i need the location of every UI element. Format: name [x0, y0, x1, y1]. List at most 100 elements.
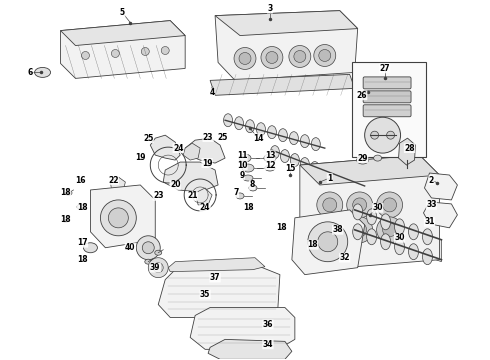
Circle shape: [108, 208, 128, 228]
Polygon shape: [355, 210, 441, 262]
Ellipse shape: [256, 123, 266, 136]
Ellipse shape: [330, 170, 339, 183]
Text: 37: 37: [210, 273, 220, 282]
Text: 18: 18: [60, 215, 71, 224]
Polygon shape: [208, 339, 292, 359]
Ellipse shape: [290, 132, 298, 145]
Text: 5: 5: [120, 8, 125, 17]
Text: 30: 30: [394, 233, 405, 242]
Polygon shape: [215, 11, 358, 80]
Polygon shape: [190, 307, 295, 349]
Ellipse shape: [265, 165, 275, 171]
Text: 18: 18: [276, 223, 287, 232]
Text: 3: 3: [268, 4, 272, 13]
Text: 17: 17: [77, 238, 88, 247]
Polygon shape: [215, 11, 358, 36]
Text: 32: 32: [340, 253, 350, 262]
Ellipse shape: [65, 190, 72, 195]
Circle shape: [234, 48, 256, 69]
Text: 36: 36: [263, 320, 273, 329]
Ellipse shape: [236, 193, 244, 199]
FancyBboxPatch shape: [363, 91, 411, 103]
Ellipse shape: [270, 146, 279, 159]
Polygon shape: [158, 265, 280, 318]
Circle shape: [111, 50, 120, 58]
Circle shape: [100, 200, 136, 236]
Text: 20: 20: [170, 180, 180, 189]
Ellipse shape: [300, 135, 309, 148]
Ellipse shape: [245, 120, 254, 133]
Polygon shape: [163, 162, 218, 192]
Circle shape: [141, 48, 149, 55]
Polygon shape: [292, 210, 365, 275]
Circle shape: [353, 223, 367, 237]
Text: 7: 7: [233, 188, 239, 197]
Ellipse shape: [155, 250, 162, 255]
Polygon shape: [61, 21, 185, 45]
Ellipse shape: [278, 129, 287, 141]
Text: 35: 35: [200, 290, 210, 299]
Polygon shape: [210, 75, 355, 95]
Polygon shape: [300, 155, 440, 270]
Ellipse shape: [409, 224, 418, 240]
Ellipse shape: [268, 126, 276, 139]
Ellipse shape: [280, 150, 290, 163]
Ellipse shape: [264, 154, 276, 162]
Text: 33: 33: [426, 201, 437, 210]
Circle shape: [383, 198, 396, 212]
Polygon shape: [300, 155, 440, 185]
Ellipse shape: [239, 154, 251, 162]
Ellipse shape: [223, 114, 233, 127]
Ellipse shape: [291, 154, 299, 167]
Circle shape: [142, 242, 154, 254]
Text: 19: 19: [135, 153, 146, 162]
Ellipse shape: [35, 67, 50, 77]
Circle shape: [161, 46, 169, 54]
Polygon shape: [398, 138, 416, 165]
Text: 22: 22: [108, 176, 119, 185]
Text: 38: 38: [332, 225, 343, 234]
Circle shape: [370, 131, 379, 139]
Text: 25: 25: [217, 133, 227, 142]
Circle shape: [308, 222, 348, 262]
Ellipse shape: [350, 177, 359, 190]
Polygon shape: [150, 135, 180, 160]
Circle shape: [377, 192, 403, 218]
Ellipse shape: [310, 162, 319, 175]
Circle shape: [387, 131, 394, 139]
Ellipse shape: [374, 155, 382, 161]
Circle shape: [365, 117, 400, 153]
Ellipse shape: [62, 217, 69, 222]
Ellipse shape: [340, 174, 349, 186]
Text: 28: 28: [404, 144, 415, 153]
Polygon shape: [61, 21, 185, 78]
Circle shape: [318, 232, 338, 252]
Circle shape: [383, 223, 396, 237]
Text: 18: 18: [60, 188, 71, 197]
Text: 40: 40: [125, 243, 136, 252]
Ellipse shape: [422, 229, 433, 245]
Ellipse shape: [83, 243, 98, 253]
Circle shape: [294, 50, 306, 62]
Ellipse shape: [367, 229, 377, 245]
Polygon shape: [183, 143, 200, 160]
Circle shape: [81, 51, 90, 59]
Text: 8: 8: [249, 180, 255, 189]
Ellipse shape: [243, 175, 253, 181]
Text: 11: 11: [237, 150, 247, 159]
Text: 13: 13: [265, 150, 275, 159]
Ellipse shape: [145, 259, 152, 264]
Circle shape: [323, 223, 337, 237]
Circle shape: [347, 192, 372, 218]
Text: 6: 6: [28, 68, 33, 77]
Circle shape: [317, 192, 343, 218]
Text: 23: 23: [153, 192, 164, 201]
Ellipse shape: [249, 185, 257, 191]
Polygon shape: [424, 173, 457, 200]
Polygon shape: [110, 177, 125, 195]
Text: 31: 31: [424, 217, 435, 226]
Circle shape: [136, 236, 160, 260]
Polygon shape: [423, 202, 457, 228]
Ellipse shape: [242, 164, 254, 172]
Circle shape: [377, 217, 403, 243]
